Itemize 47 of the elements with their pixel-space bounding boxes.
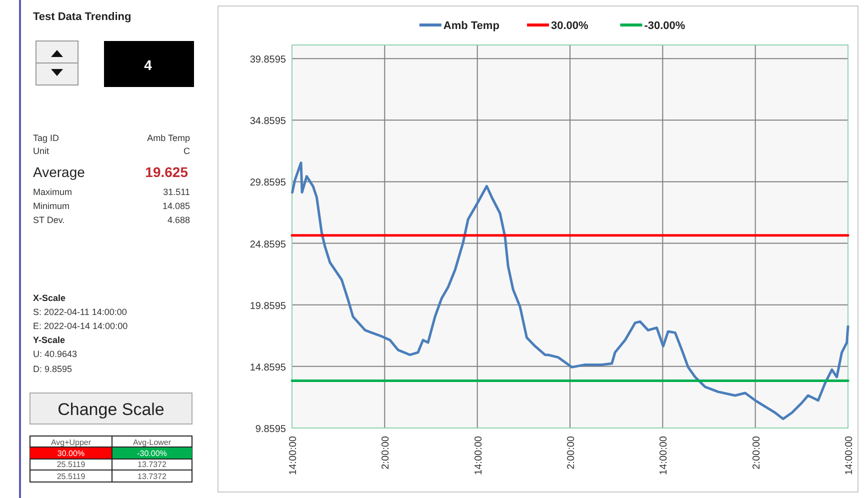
text: Unit bbox=[33, 146, 50, 156]
y-tick-label: 34.8595 bbox=[250, 116, 286, 128]
text: Test Data Trending bbox=[33, 11, 132, 23]
y-tick-label: 39.8595 bbox=[250, 54, 286, 66]
y-tick-label: 14.8595 bbox=[250, 362, 286, 374]
text: Y-Scale bbox=[33, 335, 66, 345]
line-series bbox=[291, 162, 850, 420]
text: 25.5119 bbox=[56, 472, 86, 481]
text: 4 bbox=[144, 57, 152, 73]
text: Minimum bbox=[33, 201, 70, 211]
text: 13.7372 bbox=[138, 472, 168, 481]
text: 4.688 bbox=[167, 215, 190, 225]
text: Change Scale bbox=[58, 400, 164, 419]
x-tick-label: 14:00:00 bbox=[473, 436, 484, 475]
y-tick-label: 24.8595 bbox=[250, 239, 286, 250]
text: X-Scale bbox=[33, 293, 66, 303]
x-tick-label: 2:00:00 bbox=[566, 436, 577, 470]
text: Amb Temp bbox=[147, 133, 190, 143]
text: Average bbox=[33, 164, 86, 180]
text: S: 2022-04-11 14:00:00 bbox=[33, 307, 127, 317]
legend-label: -30.00% bbox=[644, 20, 686, 32]
text: 14.085 bbox=[162, 201, 190, 211]
text: C bbox=[184, 146, 190, 156]
y-tick-label: 9.8595 bbox=[255, 424, 286, 435]
text: E: 2022-04-14 14:00:00 bbox=[33, 321, 128, 331]
text: 13.7372 bbox=[138, 460, 168, 469]
text: 19.625 bbox=[145, 164, 188, 180]
text: Avg+Upper bbox=[50, 438, 92, 447]
legend-label: Amb Temp bbox=[443, 20, 500, 32]
text: 30.00% bbox=[57, 449, 85, 458]
legend-label: 30.00% bbox=[551, 20, 589, 32]
text: ST Dev. bbox=[33, 215, 65, 225]
x-tick-label: 2:00:00 bbox=[751, 436, 762, 470]
y-tick-label: 19.8595 bbox=[250, 300, 286, 312]
text: -30.00% bbox=[137, 449, 167, 458]
text: D: 9.8595 bbox=[33, 364, 72, 374]
text: U: 40.9643 bbox=[33, 349, 78, 359]
y-tick-label: 29.8595 bbox=[250, 178, 286, 189]
text: 31.511 bbox=[163, 187, 190, 197]
text: 25.5119 bbox=[56, 460, 86, 469]
x-tick-label: 2:00:00 bbox=[380, 436, 392, 470]
x-tick-label: 14:00:00 bbox=[288, 436, 299, 475]
text: Maximum bbox=[33, 187, 72, 197]
x-tick-label: 14:00:00 bbox=[658, 436, 670, 475]
x-tick-label: 14:00:00 bbox=[844, 436, 855, 475]
text: Tag ID bbox=[33, 133, 60, 143]
text: Avg-Lower bbox=[132, 438, 172, 447]
